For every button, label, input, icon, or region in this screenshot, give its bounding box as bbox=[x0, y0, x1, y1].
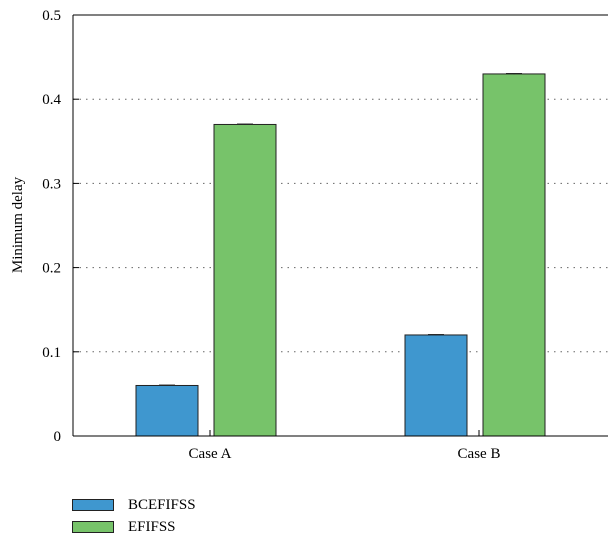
legend: BCEFIFSS EFIFSS bbox=[72, 494, 196, 538]
legend-item-efifss: EFIFSS bbox=[72, 516, 196, 538]
y-axis-label: Minimum delay bbox=[10, 176, 26, 273]
y-tick-label-4: 0.4 bbox=[42, 92, 61, 108]
bar-efifss-case-b bbox=[482, 73, 546, 437]
legend-label-bcefifss: BCEFIFSS bbox=[128, 496, 196, 513]
legend-swatch-efifss bbox=[72, 521, 114, 533]
y-tick-label-2: 0.2 bbox=[42, 261, 61, 277]
bar-efifss-case-a bbox=[213, 123, 277, 437]
legend-item-bcefifss: BCEFIFSS bbox=[72, 494, 196, 516]
x-ticks: Case A Case B bbox=[189, 430, 501, 462]
y-tick-label-3: 0.3 bbox=[42, 176, 61, 192]
legend-swatch-bcefifss bbox=[72, 499, 114, 511]
bar-bcefifss-case-a bbox=[135, 384, 199, 437]
axes bbox=[72, 14, 608, 437]
x-tick-label-1: Case B bbox=[458, 446, 501, 462]
y-ticks: 0 0.1 0.2 0.3 0.4 0.5 bbox=[42, 8, 79, 445]
x-tick-label-0: Case A bbox=[189, 446, 232, 462]
bars bbox=[135, 73, 546, 437]
legend-label-efifss: EFIFSS bbox=[128, 518, 176, 535]
y-tick-label-1: 0.1 bbox=[42, 345, 61, 361]
bar-bcefifss-case-b bbox=[404, 334, 468, 437]
y-tick-label-5: 0.5 bbox=[42, 8, 61, 24]
y-tick-label-0: 0 bbox=[54, 429, 62, 445]
grid-lines bbox=[73, 98, 608, 353]
